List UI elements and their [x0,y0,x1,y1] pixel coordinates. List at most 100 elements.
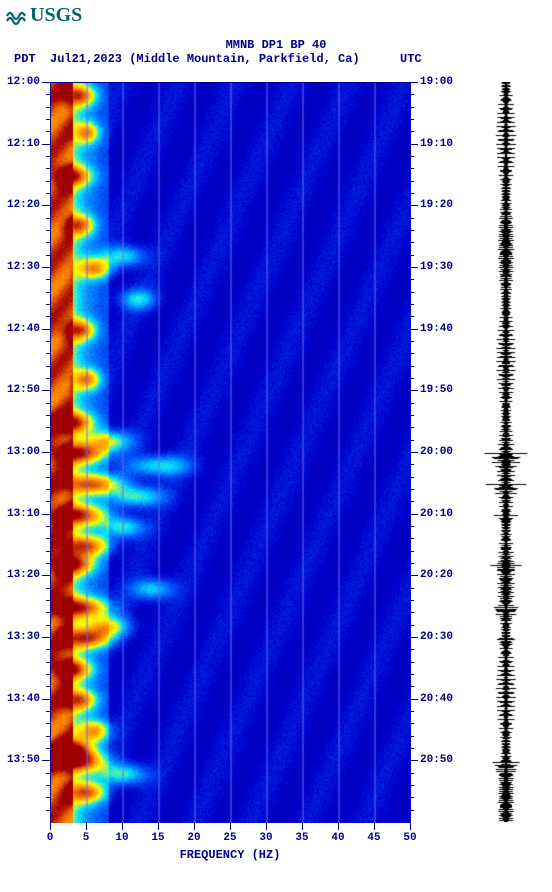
x-tick-label: 0 [47,832,54,844]
y-tick-minor [46,279,50,280]
y-tick-minor [46,353,50,354]
x-tick [374,822,375,830]
y-tick-label-left: 12:50 [7,384,40,396]
y-tick-minor [46,588,50,589]
x-tick [86,822,87,830]
x-tick [338,822,339,830]
y-tick-minor [46,378,50,379]
y-tick-label-right: 19:30 [420,261,453,273]
y-tick-minor [46,131,50,132]
y-tick-label-left: 13:40 [7,693,40,705]
x-tick-label: 30 [259,832,272,844]
y-tick [42,699,50,700]
y-tick-minor [410,255,414,256]
y-tick-minor [46,748,50,749]
y-tick-minor [46,736,50,737]
y-tick-minor [410,242,414,243]
y-tick-minor [46,255,50,256]
y-tick-minor [410,181,414,182]
y-tick-minor [46,773,50,774]
y-tick-minor [46,242,50,243]
y-tick-minor [46,440,50,441]
y-tick-minor [46,723,50,724]
y-tick-minor [46,551,50,552]
y-tick-label-left: 13:50 [7,754,40,766]
y-tick-minor [410,625,414,626]
x-tick [122,822,123,830]
y-tick [42,329,50,330]
y-tick [42,760,50,761]
y-tick-label-left: 12:20 [7,199,40,211]
y-tick-minor [46,181,50,182]
y-tick-label-right: 20:30 [420,631,453,643]
y-tick-minor [46,612,50,613]
y-tick-label-right: 19:40 [420,323,453,335]
y-tick-label-left: 12:40 [7,323,40,335]
location-label: Jul21,2023 (Middle Mountain, Parkfield, … [50,52,360,66]
y-tick [42,575,50,576]
y-tick-minor [410,501,414,502]
y-tick-minor [410,723,414,724]
y-tick-minor [46,341,50,342]
y-tick-label-right: 19:20 [420,199,453,211]
y-tick-minor [410,464,414,465]
x-tick-label: 20 [187,832,200,844]
y-tick-minor [410,526,414,527]
y-tick-minor [410,477,414,478]
x-tick-label: 35 [295,832,308,844]
y-tick-minor [410,588,414,589]
y-tick-minor [410,218,414,219]
x-tick [50,822,51,830]
y-tick-minor [410,292,414,293]
y-tick-minor [410,353,414,354]
y-tick-label-left: 12:00 [7,76,40,88]
x-tick-label: 50 [403,832,416,844]
y-tick-minor [46,94,50,95]
y-axis-left: 12:0012:1012:2012:3012:4012:5013:0013:10… [8,82,50,822]
y-tick-minor [46,785,50,786]
spectrogram-plot [50,82,410,822]
y-tick-minor [410,785,414,786]
x-tick-label: 15 [151,832,164,844]
y-tick-label-right: 20:20 [420,569,453,581]
y-tick-minor [410,107,414,108]
y-tick-minor [46,218,50,219]
timezone-right: UTC [400,52,422,66]
y-tick-minor [46,674,50,675]
y-tick-minor [46,292,50,293]
y-tick [410,82,418,83]
y-tick-minor [410,748,414,749]
y-tick-minor [46,427,50,428]
y-tick-label-left: 13:00 [7,446,40,458]
y-tick-minor [410,168,414,169]
logo-text: USGS [30,4,82,27]
y-tick [42,205,50,206]
y-tick-minor [46,662,50,663]
y-tick-minor [46,107,50,108]
y-tick-minor [46,686,50,687]
y-tick-label-right: 20:00 [420,446,453,458]
y-axis-right: 19:0019:1019:2019:3019:4019:5020:0020:10… [410,82,460,822]
y-tick-minor [410,612,414,613]
y-tick [410,390,418,391]
y-tick-minor [46,625,50,626]
y-tick-label-left: 13:10 [7,508,40,520]
y-tick-minor [46,316,50,317]
y-tick-minor [410,415,414,416]
y-tick-label-right: 20:10 [420,508,453,520]
y-tick-label-right: 19:00 [420,76,453,88]
y-tick-minor [410,563,414,564]
y-tick-minor [410,674,414,675]
y-tick-minor [410,316,414,317]
x-tick [410,822,411,830]
y-tick [42,390,50,391]
y-tick [410,144,418,145]
y-tick-minor [410,538,414,539]
y-tick-minor [410,489,414,490]
y-tick-label-right: 20:50 [420,754,453,766]
y-tick-minor [410,711,414,712]
seismogram-plot [475,82,537,822]
y-tick-minor [46,810,50,811]
y-tick [42,637,50,638]
y-tick-minor [410,797,414,798]
